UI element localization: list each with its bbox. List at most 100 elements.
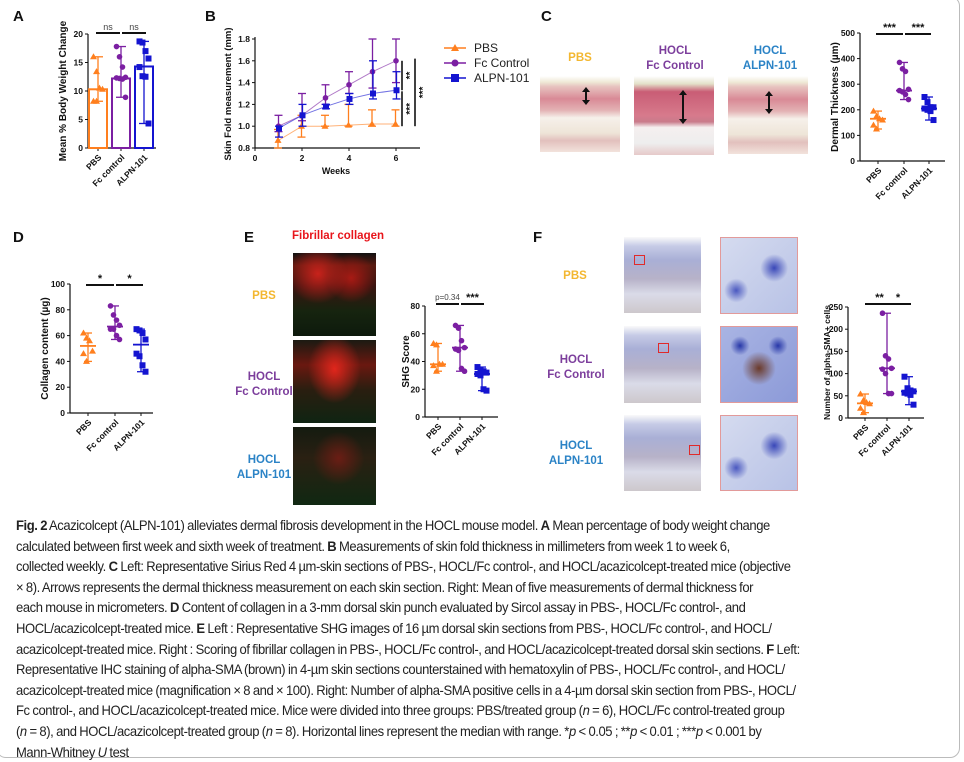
data-point bbox=[879, 116, 886, 123]
data-point bbox=[433, 367, 440, 374]
caption-segment: Fc control-, and HOCL/acazicolcept-treat… bbox=[16, 702, 583, 719]
caption-segment: Representative IHC staining of alpha-SMA… bbox=[16, 661, 785, 678]
series-line bbox=[278, 123, 396, 141]
caption-line: acazicolcept-treated mice. Right : Scori… bbox=[16, 639, 890, 660]
triangle-marker-icon bbox=[444, 43, 466, 51]
data-point bbox=[83, 334, 90, 341]
y-tick-label: 50 bbox=[834, 391, 844, 401]
y-tick-label: 20 bbox=[56, 382, 66, 392]
legend-label: ALPN-101 bbox=[474, 70, 530, 85]
data-point bbox=[116, 336, 123, 343]
data-point bbox=[879, 310, 886, 317]
data-point bbox=[274, 136, 282, 143]
data-point bbox=[142, 48, 149, 55]
hocl-label: HOCL bbox=[559, 354, 593, 366]
y-tick-label: 100 bbox=[51, 279, 65, 289]
y-axis-label: Skin Fold measurement (mm) bbox=[223, 27, 234, 160]
series-line bbox=[278, 89, 397, 129]
caption-line: each mouse in micrometers. D Content of … bbox=[16, 597, 890, 618]
data-point bbox=[113, 332, 120, 339]
caption-segment: D bbox=[170, 599, 179, 616]
data-point bbox=[122, 94, 129, 101]
data-point bbox=[907, 391, 914, 398]
caption-segment: test bbox=[106, 743, 129, 760]
data-point bbox=[299, 112, 306, 119]
caption-line: calculated between first week and sixth … bbox=[16, 536, 890, 557]
caption-segment: ( bbox=[16, 722, 20, 739]
ihc-zoom-image-alpn bbox=[720, 415, 798, 491]
data-point bbox=[346, 95, 353, 102]
caption-segment: p bbox=[568, 722, 576, 739]
caption-line: acazicolcept-treated mice (magnification… bbox=[16, 680, 890, 701]
data-point bbox=[905, 86, 912, 93]
data-point bbox=[483, 369, 490, 376]
data-point bbox=[873, 112, 880, 119]
square-marker-icon bbox=[444, 73, 466, 82]
category-label: PBS bbox=[84, 152, 104, 172]
data-point bbox=[86, 337, 93, 344]
alpn-label: ALPN-101 bbox=[236, 469, 292, 481]
legend-label: PBS bbox=[474, 40, 499, 55]
figure-caption: Fig. 2 Acazicolcept (ALPN-101) alleviate… bbox=[16, 515, 956, 762]
data-point bbox=[139, 330, 146, 337]
shg-image-pbs bbox=[293, 253, 376, 336]
legend-item-fc: Fc Control bbox=[444, 55, 529, 70]
data-point bbox=[439, 360, 446, 367]
hocl-label: HOCL bbox=[247, 454, 281, 466]
data-point bbox=[99, 85, 106, 92]
y-tick-label: 400 bbox=[841, 54, 855, 64]
data-point bbox=[870, 107, 877, 114]
data-point bbox=[910, 388, 917, 395]
caption-segment: Acazicolcept (ALPN-101) alleviates derma… bbox=[47, 517, 541, 533]
x-tick-label: 6 bbox=[394, 153, 399, 163]
significance-label: *** bbox=[405, 103, 416, 115]
caption-segment: < 0.001 by bbox=[702, 722, 762, 739]
data-point bbox=[139, 39, 146, 46]
y-tick-label: 100 bbox=[829, 369, 843, 379]
data-point bbox=[116, 54, 123, 60]
significance-label: * bbox=[127, 273, 132, 285]
y-axis-label: Collagen content (µg) bbox=[40, 297, 51, 399]
y-tick-label: 300 bbox=[841, 79, 855, 89]
data-point bbox=[392, 120, 399, 127]
data-point bbox=[885, 356, 892, 362]
series-line bbox=[278, 60, 397, 127]
caption-line: × 8). Arrows represents the dermal thick… bbox=[16, 577, 890, 598]
data-point bbox=[888, 365, 895, 372]
x-axis-label: Weeks bbox=[322, 166, 350, 176]
data-point bbox=[866, 400, 873, 407]
y-tick-label: 15 bbox=[74, 58, 84, 68]
panel-e-title: Fibrillar collagen bbox=[292, 230, 385, 242]
data-point bbox=[393, 87, 400, 94]
caption-segment: = 6), HOCL/Fc control-treated group bbox=[589, 702, 785, 719]
data-point bbox=[276, 125, 282, 132]
roi-box bbox=[689, 445, 700, 455]
data-point bbox=[901, 373, 908, 380]
x-tick-label: 0 bbox=[253, 153, 258, 163]
ihc-image-fc bbox=[624, 326, 701, 403]
caption-segment: n bbox=[265, 722, 273, 739]
y-tick-label: 20 bbox=[74, 29, 84, 39]
data-point bbox=[860, 409, 867, 416]
caption-segment: n bbox=[582, 702, 590, 719]
data-point bbox=[910, 401, 917, 408]
data-point bbox=[393, 58, 399, 64]
hocl-label: HOCL bbox=[753, 45, 787, 57]
sirius-red-image-alpn bbox=[728, 76, 808, 154]
y-tick-label: 80 bbox=[56, 305, 66, 315]
caption-line: collected weekly. C Left: Representative… bbox=[16, 556, 890, 577]
y-tick-label: 250 bbox=[829, 302, 843, 312]
y-tick-label: 0 bbox=[838, 413, 843, 423]
panel-label-e: E bbox=[244, 229, 255, 246]
y-axis-label: SHG Score bbox=[401, 335, 412, 388]
caption-segment: p bbox=[630, 722, 637, 739]
roi-box bbox=[634, 255, 645, 265]
caption-line: Mann-Whitney U test bbox=[16, 742, 890, 762]
significance-label: ** bbox=[875, 292, 884, 304]
group-label-pbs: PBS bbox=[568, 52, 592, 64]
panel-label-c: C bbox=[541, 8, 552, 25]
data-point bbox=[145, 55, 152, 62]
y-axis-label: Dermal Thickness (µm) bbox=[830, 42, 841, 152]
y-axis-label: Mean % Body Weight Change bbox=[58, 20, 69, 161]
